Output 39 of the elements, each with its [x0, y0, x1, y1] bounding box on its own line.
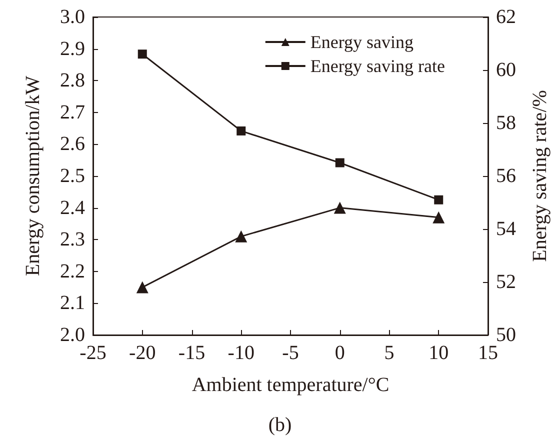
- y2-axis-title: Energy saving rate/%: [529, 90, 551, 262]
- point: [434, 195, 444, 204]
- y-tick-label: 2.8: [60, 70, 85, 92]
- point: [432, 211, 445, 224]
- point: [138, 50, 147, 59]
- x-tick-label: -10: [228, 342, 254, 364]
- point: [335, 158, 344, 168]
- y-tick-label: 2.6: [60, 133, 85, 156]
- y-tick-label: 2.3: [60, 228, 85, 251]
- y2-tick-label: 52: [496, 271, 516, 293]
- y-tick-label: 2.5: [60, 165, 85, 187]
- y2-tick-label: 58: [496, 112, 516, 134]
- y-tick-label: 2.9: [60, 38, 85, 60]
- y2-tick-label: 54: [496, 218, 516, 240]
- x-tick-label: 10: [428, 342, 449, 364]
- x-tick-label: -15: [178, 342, 206, 364]
- legend-label: Energy saving: [310, 32, 414, 52]
- point: [236, 126, 246, 136]
- point: [334, 202, 346, 214]
- y-tick-label: 2.2: [60, 260, 85, 282]
- x-tick-label: 5: [384, 342, 394, 364]
- legend-label: Energy saving rate: [310, 56, 446, 76]
- y-tick-label: 3.0: [60, 6, 85, 28]
- y-tick-label: 2.7: [60, 101, 85, 124]
- y2-tick-label: 50: [496, 324, 516, 346]
- x-axis-title: Ambient temperature/°C: [192, 374, 390, 396]
- y2-tick-label: 60: [496, 59, 516, 81]
- point: [235, 230, 248, 242]
- x-tick-label: 0: [334, 342, 345, 364]
- x-tick-label: -5: [282, 342, 299, 364]
- point: [136, 281, 148, 294]
- y-tick-label: 2.1: [60, 292, 85, 314]
- y-axis-title: Energy consumption/kW: [22, 76, 44, 276]
- y-tick-label: 2.4: [60, 196, 85, 219]
- y2-tick-label: 62: [496, 6, 516, 28]
- text: (b): [268, 414, 292, 436]
- x-tick-label: 15: [478, 342, 498, 364]
- x-tick-label: -20: [129, 342, 156, 364]
- y2-tick-label: 56: [496, 165, 516, 187]
